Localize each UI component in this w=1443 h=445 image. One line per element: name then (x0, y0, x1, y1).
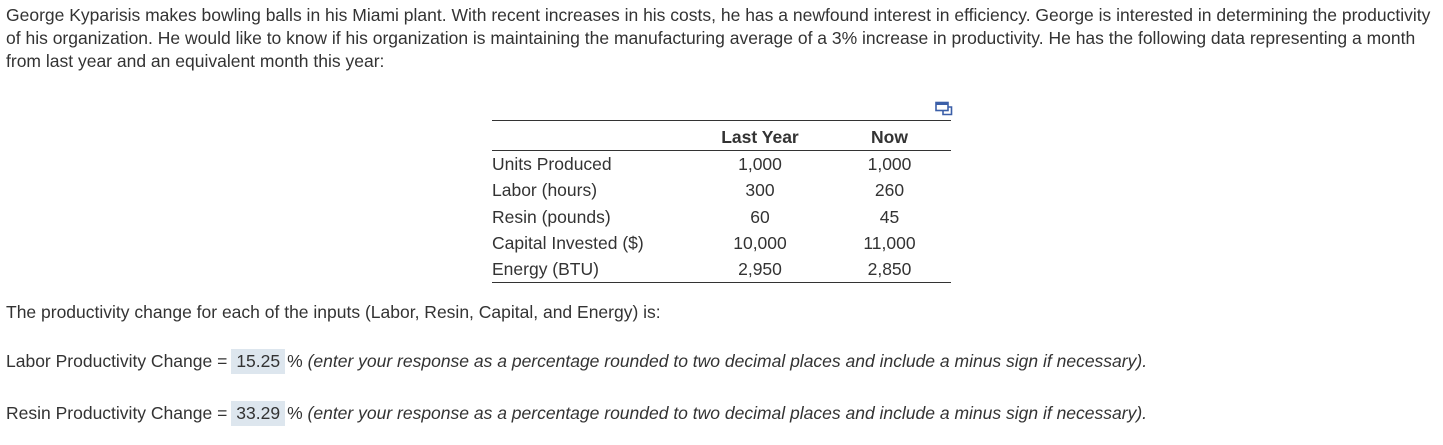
table-row: Units Produced 1,000 1,000 (492, 151, 951, 178)
cell-last-year: 60 (750, 206, 770, 227)
row-label: Units Produced (492, 154, 612, 175)
header-last-year: Last Year (692, 120, 828, 151)
row-label: Capital Invested ($) (492, 233, 644, 254)
row-label: Labor (hours) (492, 180, 598, 201)
cell-last-year: 2,950 (738, 259, 782, 280)
header-now: Now (828, 120, 951, 151)
cell-now: 2,850 (867, 259, 912, 280)
row-label: Energy (BTU) (492, 259, 599, 280)
labor-instruction: (enter your response as a percentage rou… (307, 351, 1148, 371)
cell-last-year: 10,000 (733, 233, 787, 254)
row-label: Resin (pounds) (492, 206, 611, 227)
question-text: The productivity change for each of the … (6, 302, 661, 322)
labor-answer-line: Labor Productivity Change = 15.25% (enter… (6, 349, 1147, 374)
problem-intro-text: George Kyparisis makes bowling balls in … (6, 5, 1431, 71)
header-blank (492, 120, 692, 151)
data-table: Last Year Now Units Produced 1,000 1,000… (492, 120, 951, 284)
resin-answer-input[interactable]: 33.29 (231, 401, 286, 426)
table-row: Capital Invested ($) 10,000 11,000 (492, 230, 951, 256)
resin-answer-line: Resin Productivity Change = 33.29% (enter… (6, 401, 1147, 426)
cell-now: 45 (879, 206, 900, 227)
cell-last-year: 300 (745, 180, 775, 201)
table-row: Energy (BTU) 2,950 2,850 (492, 256, 951, 283)
resin-answer-label: Resin Productivity Change = (6, 403, 228, 423)
table-row: Labor (hours) 300 260 (492, 177, 951, 203)
table-row: Resin (pounds) 60 45 (492, 204, 951, 230)
labor-answer-label: Labor Productivity Change = (6, 351, 228, 371)
cell-now: 260 (874, 180, 905, 201)
cell-now: 11,000 (863, 233, 916, 254)
resin-unit: % (287, 403, 303, 423)
labor-answer-input[interactable]: 15.25 (231, 349, 286, 374)
cell-last-year: 1,000 (738, 154, 782, 175)
copy-icon[interactable] (935, 101, 953, 117)
table-header-row: Last Year Now (492, 120, 951, 151)
labor-unit: % (287, 351, 303, 371)
cell-now: 1,000 (867, 154, 912, 175)
resin-instruction: (enter your response as a percentage rou… (307, 403, 1148, 423)
